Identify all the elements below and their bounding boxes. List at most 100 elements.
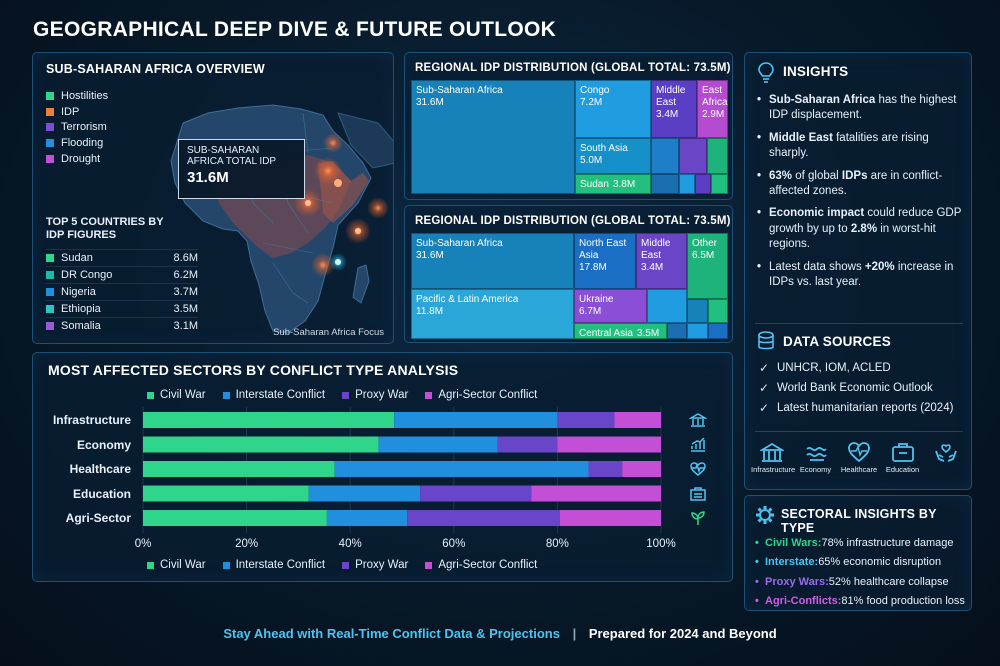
bar-segment — [394, 412, 558, 428]
treemap-cell-value: 31.6M — [416, 250, 444, 261]
total-idp-callout: SUB-SAHARAN AFRICA TOTAL IDP 31.6M — [178, 139, 305, 199]
briefcase-icon — [891, 443, 914, 462]
map-legend: Hostilities IDP Terrorism Flooding Drought — [46, 88, 108, 167]
sprout-icon — [691, 511, 705, 525]
insight-bold: Middle East — [769, 131, 833, 144]
gear-icon — [756, 506, 774, 524]
sector-icon-label: Healthcare — [840, 465, 878, 474]
bar-legend-item: Agri-Sector Conflict — [425, 559, 537, 571]
x-tick-label: 100% — [646, 538, 676, 550]
insight-body: of global — [792, 169, 842, 182]
data-source-item: ✓ Latest humanitarian reports (2024) — [759, 398, 969, 418]
sectoral-label: Proxy Wars: — [765, 575, 829, 588]
bar-legend-swatch — [222, 391, 230, 399]
data-source-item: ✓ World Bank Economic Outlook — [759, 378, 969, 398]
map-panel-title: SUB-SAHARAN AFRICA OVERVIEW — [46, 62, 265, 76]
footer: Stay Ahead with Real-Time Conflict Data … — [0, 626, 1000, 641]
bar-legend-item: Civil War — [147, 389, 206, 401]
undefined — [667, 323, 687, 339]
top5-swatch — [46, 254, 54, 262]
top5-title: TOP 5 COUNTRIES BY IDP FIGURES — [46, 216, 164, 241]
data-source-label: World Bank Economic Outlook — [777, 382, 933, 394]
treemap-1: Sub-Saharan Africa 31.6M Congo 7.2M Middle E… — [411, 80, 728, 194]
treemap-cell-name: East Africa — [702, 85, 728, 108]
sector-icon-label: Education — [885, 465, 920, 474]
insight-item: • Latest data shows +20% increase in IDPs… — [757, 260, 967, 291]
lightbulb-icon — [758, 62, 774, 83]
bar-legend-top: Civil War Interstate Conflict Proxy War Agr… — [147, 389, 554, 401]
legend-label: Hostilities — [61, 89, 109, 102]
bar-legend-item: Civil War — [147, 559, 206, 571]
insight-body2: are in conflict-affected zones. — [769, 169, 943, 198]
treemap-cell-label: Sudan 3.8M — [580, 179, 635, 191]
sectoral-item: • Interstate: 65% economic disruption — [755, 553, 965, 573]
treemap-cell-name: Central Asia — [579, 328, 633, 339]
insight-bullet: • — [757, 131, 762, 144]
check-icon: ✓ — [759, 401, 770, 415]
insight-bold: Sub-Saharan Africa — [769, 94, 876, 106]
sector-icon-label: Economy — [799, 465, 832, 474]
briefcase-icon — [690, 486, 706, 501]
bar-legend-swatch — [147, 561, 154, 569]
treemap-cell-name: Middle East — [656, 85, 686, 108]
x-tick-label: 80% — [545, 538, 569, 550]
bar-segment — [588, 461, 623, 477]
bar-segment — [557, 436, 661, 453]
bar-segment — [143, 436, 379, 453]
legend-swatch — [46, 155, 54, 164]
bar-segment — [420, 485, 532, 502]
sectoral-bullet: • — [755, 595, 759, 608]
map-caption: Sub-Saharan Africa Focus — [273, 327, 384, 338]
treemap-cell-value: 6.5M — [692, 250, 715, 261]
legend-label: Drought — [61, 153, 101, 166]
insight-body: Latest data shows — [769, 260, 865, 273]
category-label: Education — [72, 486, 131, 501]
top5-row: DR Congo 6.2M — [46, 266, 198, 283]
bar-segment — [143, 412, 395, 428]
sector-bar-panel: MOST AFFECTED SECTORS BY CONFLICT TYPE A… — [32, 352, 733, 582]
map-legend-item: Drought — [46, 151, 108, 167]
bar-segment — [614, 412, 661, 428]
undefined — [695, 174, 711, 194]
treemap-cell-label: Congo 7.2M — [580, 85, 609, 109]
bar-segment — [622, 461, 661, 477]
insight-bullet: • — [757, 260, 762, 273]
sectoral-bullet: • — [755, 556, 759, 569]
sectoral-text: 81% food production loss — [841, 595, 965, 608]
bar-segment — [407, 510, 560, 526]
bar-segment — [143, 485, 309, 502]
bar-legend-item: Proxy War — [342, 559, 408, 571]
icon-path — [691, 436, 705, 452]
treemap-cell-name: Congo — [580, 85, 610, 96]
data-sources-list: ✓ UNHCR, IOM, ACLED ✓ World Bank Economic O… — [759, 358, 969, 418]
treemap-cell-label: Central Asia 3.5M — [579, 328, 659, 340]
top5-swatch — [46, 288, 54, 296]
insight-item: • Sub-Saharan Africa has the highest IDP … — [757, 93, 967, 124]
bar-legend-bottom: Civil War Interstate Conflict Proxy War Agr… — [147, 559, 554, 571]
top5-country: DR Congo — [61, 269, 113, 281]
treemap-cell-name: Sudan — [580, 179, 609, 190]
top5-value: 3.5M — [173, 303, 198, 315]
sectoral-item: • Civil Wars: 78% infrastructure damage — [755, 533, 965, 553]
undefined — [711, 174, 728, 194]
bar-legend-swatch — [342, 561, 350, 569]
bar-segment — [557, 412, 615, 428]
x-tick-label: 60% — [442, 538, 466, 550]
bar-segment — [378, 436, 498, 453]
sector-icon-infrastructure: Infrastructure — [751, 441, 795, 474]
undefined — [647, 289, 687, 323]
footer-left: Stay Ahead with Real-Time Conflict Data … — [223, 626, 560, 641]
treemap-cell-value: 17.8M — [579, 262, 607, 273]
page-title: GEOGRAPHICAL DEEP DIVE & FUTURE OUTLOOK — [33, 18, 557, 41]
check-icon: ✓ — [759, 361, 770, 375]
bar-legend-swatch — [425, 391, 433, 399]
insight-item: • Economic impact could reduce GDP growth… — [757, 206, 967, 252]
treemap-cell-label: Sub-Saharan Africa 31.6M — [416, 85, 503, 109]
undefined: Sudan 3.8M — [575, 174, 651, 194]
bar-segment — [143, 510, 327, 526]
bar-legend-label: Agri-Sector Conflict — [438, 559, 538, 571]
insight-body: has the highest IDP displacement. — [769, 94, 957, 122]
bar-legend-item: Proxy War — [342, 389, 408, 401]
sectoral-bullet: • — [755, 536, 759, 549]
sectoral-label: Agri-Conflicts: — [765, 595, 842, 608]
